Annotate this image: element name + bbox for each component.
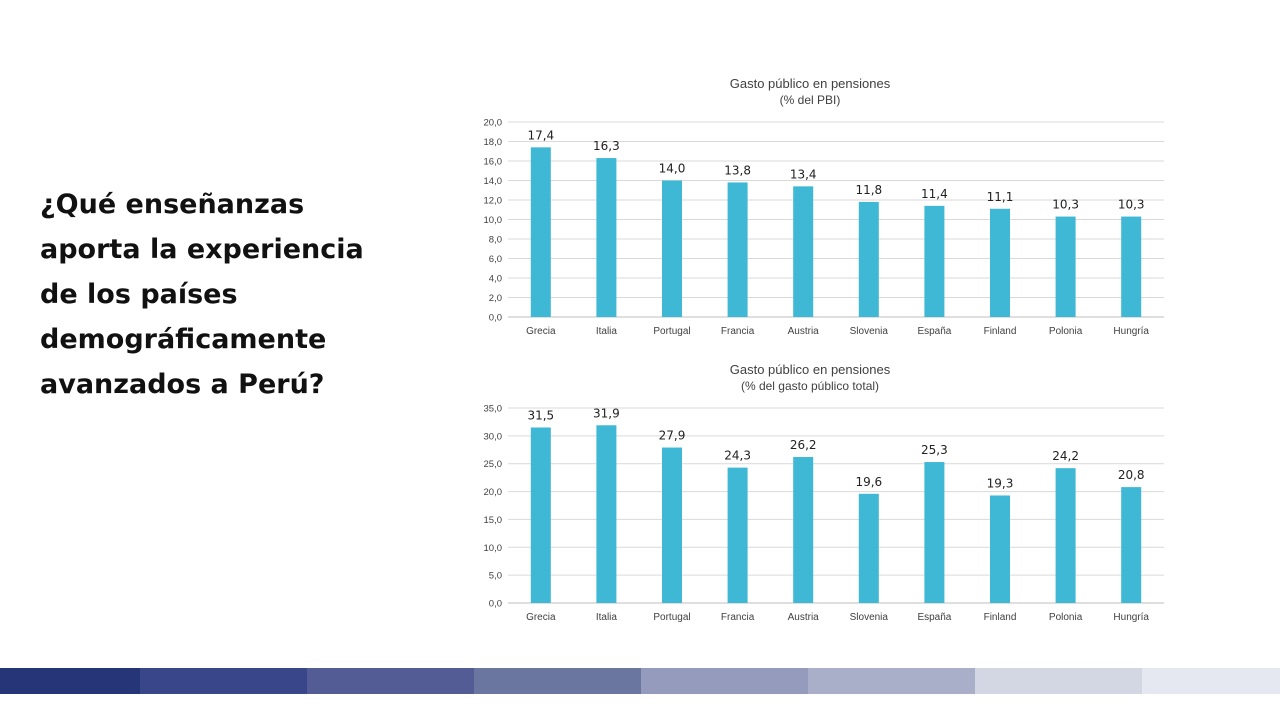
x-tick-label: Polonia [1049, 612, 1083, 623]
data-label: 17,4 [527, 128, 554, 142]
y-tick-label: 8,0 [489, 235, 502, 246]
bar [662, 180, 682, 317]
bar [727, 467, 748, 603]
x-tick-label: Grecia [526, 326, 556, 337]
data-label: 10,3 [1118, 198, 1145, 212]
y-tick-label: 20,0 [484, 487, 503, 498]
x-tick-label: Grecia [526, 612, 556, 623]
x-tick-label: Austria [788, 612, 820, 623]
bar [858, 201, 879, 317]
x-tick-label: España [917, 326, 951, 337]
x-tick-label: Polonia [1049, 326, 1083, 337]
bar [662, 447, 682, 603]
data-label: 25,3 [921, 443, 948, 457]
footer-color-band [0, 668, 1280, 694]
slide-question: ¿Qué enseñanzas aporta la experiencia de… [40, 189, 364, 400]
x-tick-label: España [917, 612, 951, 623]
chart-gasto-total: Gasto público en pensiones (% del gasto … [440, 358, 1180, 630]
bar-chart-svg: 0,0 5,0 10,0 15,0 20,0 25,0 30,0 35,0 31,5 Grecia… [484, 404, 1164, 623]
bar [727, 182, 748, 317]
y-tick-label: 12,0 [484, 196, 503, 207]
y-tick-label: 20,0 [484, 118, 503, 129]
y-tick-label: 18,0 [484, 137, 503, 148]
bar [530, 147, 551, 317]
y-tick-label: 0,0 [489, 599, 502, 610]
bar [1055, 216, 1076, 317]
footer-segment [1142, 668, 1280, 694]
y-tick-label: 25,0 [484, 459, 503, 470]
x-tick-label: Slovenia [850, 326, 889, 337]
bar [793, 457, 814, 603]
footer-segment [0, 668, 140, 694]
footer-segment [975, 668, 1142, 694]
footer-segment [140, 668, 307, 694]
x-tick-label: Francia [721, 612, 755, 623]
y-tick-label: 10,0 [484, 215, 503, 226]
bar [530, 427, 551, 603]
chart-subtitle: (% del PBI) [779, 93, 841, 107]
x-tick-label: Portugal [653, 326, 690, 337]
x-tick-label: Hungría [1113, 612, 1149, 623]
chart-subtitle: (% del gasto público total) [740, 379, 880, 393]
y-tick-label: 14,0 [484, 176, 503, 187]
data-label: 10,3 [1052, 198, 1079, 212]
bar [924, 462, 945, 603]
y-tick-label: 2,0 [489, 293, 502, 304]
data-label: 16,3 [593, 139, 620, 153]
data-label: 13,4 [790, 167, 817, 181]
y-tick-label: 6,0 [489, 254, 502, 265]
x-tick-label: Finland [984, 326, 1017, 337]
data-label: 26,2 [790, 438, 817, 452]
y-tick-label: 35,0 [484, 404, 503, 415]
chart-title: Gasto público en pensiones [729, 76, 891, 91]
data-label: 20,8 [1118, 468, 1145, 482]
bar [1055, 468, 1076, 603]
x-tick-label: Austria [788, 326, 820, 337]
x-tick-label: Slovenia [850, 612, 889, 623]
bar [596, 158, 617, 317]
data-label: 24,2 [1052, 449, 1079, 463]
y-tick-label: 15,0 [484, 515, 503, 526]
bar [1121, 487, 1142, 603]
data-label: 27,9 [659, 429, 686, 443]
x-tick-label: Portugal [653, 612, 690, 623]
x-tick-label: Italia [596, 326, 618, 337]
data-label: 19,3 [987, 476, 1014, 490]
y-tick-label: 0,0 [489, 313, 502, 324]
data-label: 31,5 [527, 409, 554, 423]
bar [924, 205, 945, 317]
data-label: 24,3 [724, 449, 751, 463]
y-tick-label: 16,0 [484, 157, 503, 168]
x-tick-label: Finland [984, 612, 1017, 623]
bar [793, 186, 814, 317]
footer-segment [808, 668, 975, 694]
bar [990, 495, 1010, 603]
data-label: 11,1 [987, 190, 1014, 204]
x-tick-label: Italia [596, 612, 618, 623]
y-tick-label: 10,0 [484, 543, 503, 554]
bar [858, 493, 879, 603]
bar [1121, 216, 1142, 317]
data-label: 19,6 [855, 475, 882, 489]
data-label: 14,0 [659, 162, 686, 176]
data-label: 31,9 [593, 406, 620, 420]
footer-segment [474, 668, 641, 694]
bar [990, 208, 1010, 317]
chart-gasto-pbi: Gasto público en pensiones (% del PBI) 0… [440, 72, 1180, 344]
y-tick-label: 30,0 [484, 431, 503, 442]
footer-segment [307, 668, 474, 694]
data-label: 11,8 [855, 183, 882, 197]
footer-segment [641, 668, 808, 694]
bar [596, 425, 617, 603]
y-tick-label: 5,0 [489, 571, 502, 582]
x-tick-label: Francia [721, 326, 755, 337]
data-label: 13,8 [724, 163, 751, 177]
bar-chart-svg: 0,0 2,0 4,0 6,0 8,0 10,0 12,0 14,0 16,0 18,0 20,0 1… [484, 118, 1164, 337]
y-tick-label: 4,0 [489, 274, 502, 285]
data-label: 11,4 [921, 187, 948, 201]
chart-title: Gasto público en pensiones [729, 362, 891, 377]
x-tick-label: Hungría [1113, 326, 1149, 337]
